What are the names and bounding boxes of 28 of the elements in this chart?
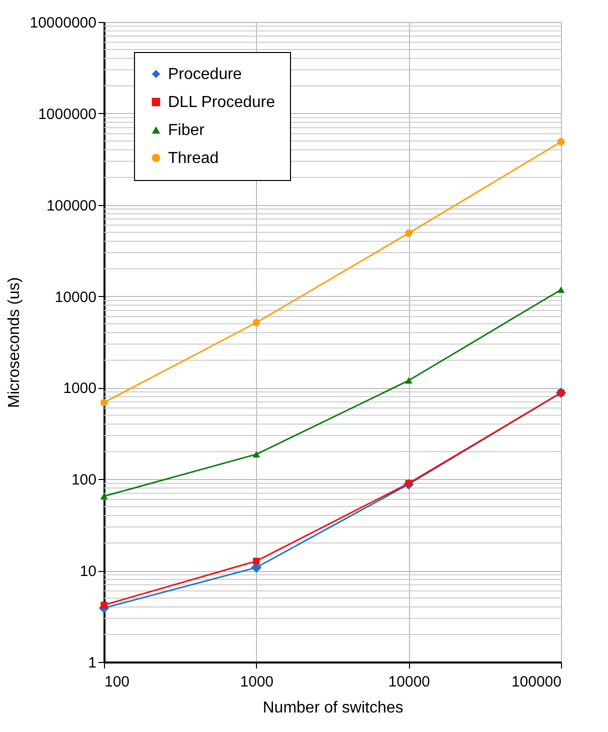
legend-label: Procedure [168, 66, 242, 83]
y-tick-label: 1000 [63, 380, 96, 398]
x-axis-title: Number of switches [262, 700, 404, 716]
point [100, 602, 108, 608]
point [100, 398, 108, 406]
y-tick-label: 10000 [54, 288, 96, 306]
y-tick-label: 100 [71, 472, 96, 489]
x-tick-label: 100000 [511, 674, 562, 690]
point [557, 286, 565, 293]
point [100, 493, 108, 500]
y-tick-label: 10 [80, 563, 96, 580]
legend-label: Thread [168, 150, 219, 167]
point [252, 451, 260, 458]
x-tick-label: 100 [104, 674, 130, 690]
point [252, 558, 260, 564]
x-tick-label: 1000 [240, 674, 274, 690]
y-tick-label: 1000000 [38, 106, 96, 123]
legend-label: DLL Procedure [168, 94, 276, 111]
x-tick-label: 10000 [388, 674, 430, 690]
y-tick-label: 100000 [46, 197, 96, 214]
legend-label: Fiber [168, 122, 206, 139]
y-tick-label: 1 [88, 654, 96, 672]
point [557, 138, 565, 146]
point [252, 318, 260, 326]
y-tick-label: 10000000 [30, 14, 96, 32]
point [404, 229, 412, 237]
y-axis-title: Microseconds (us) [6, 277, 23, 408]
point [404, 377, 412, 384]
